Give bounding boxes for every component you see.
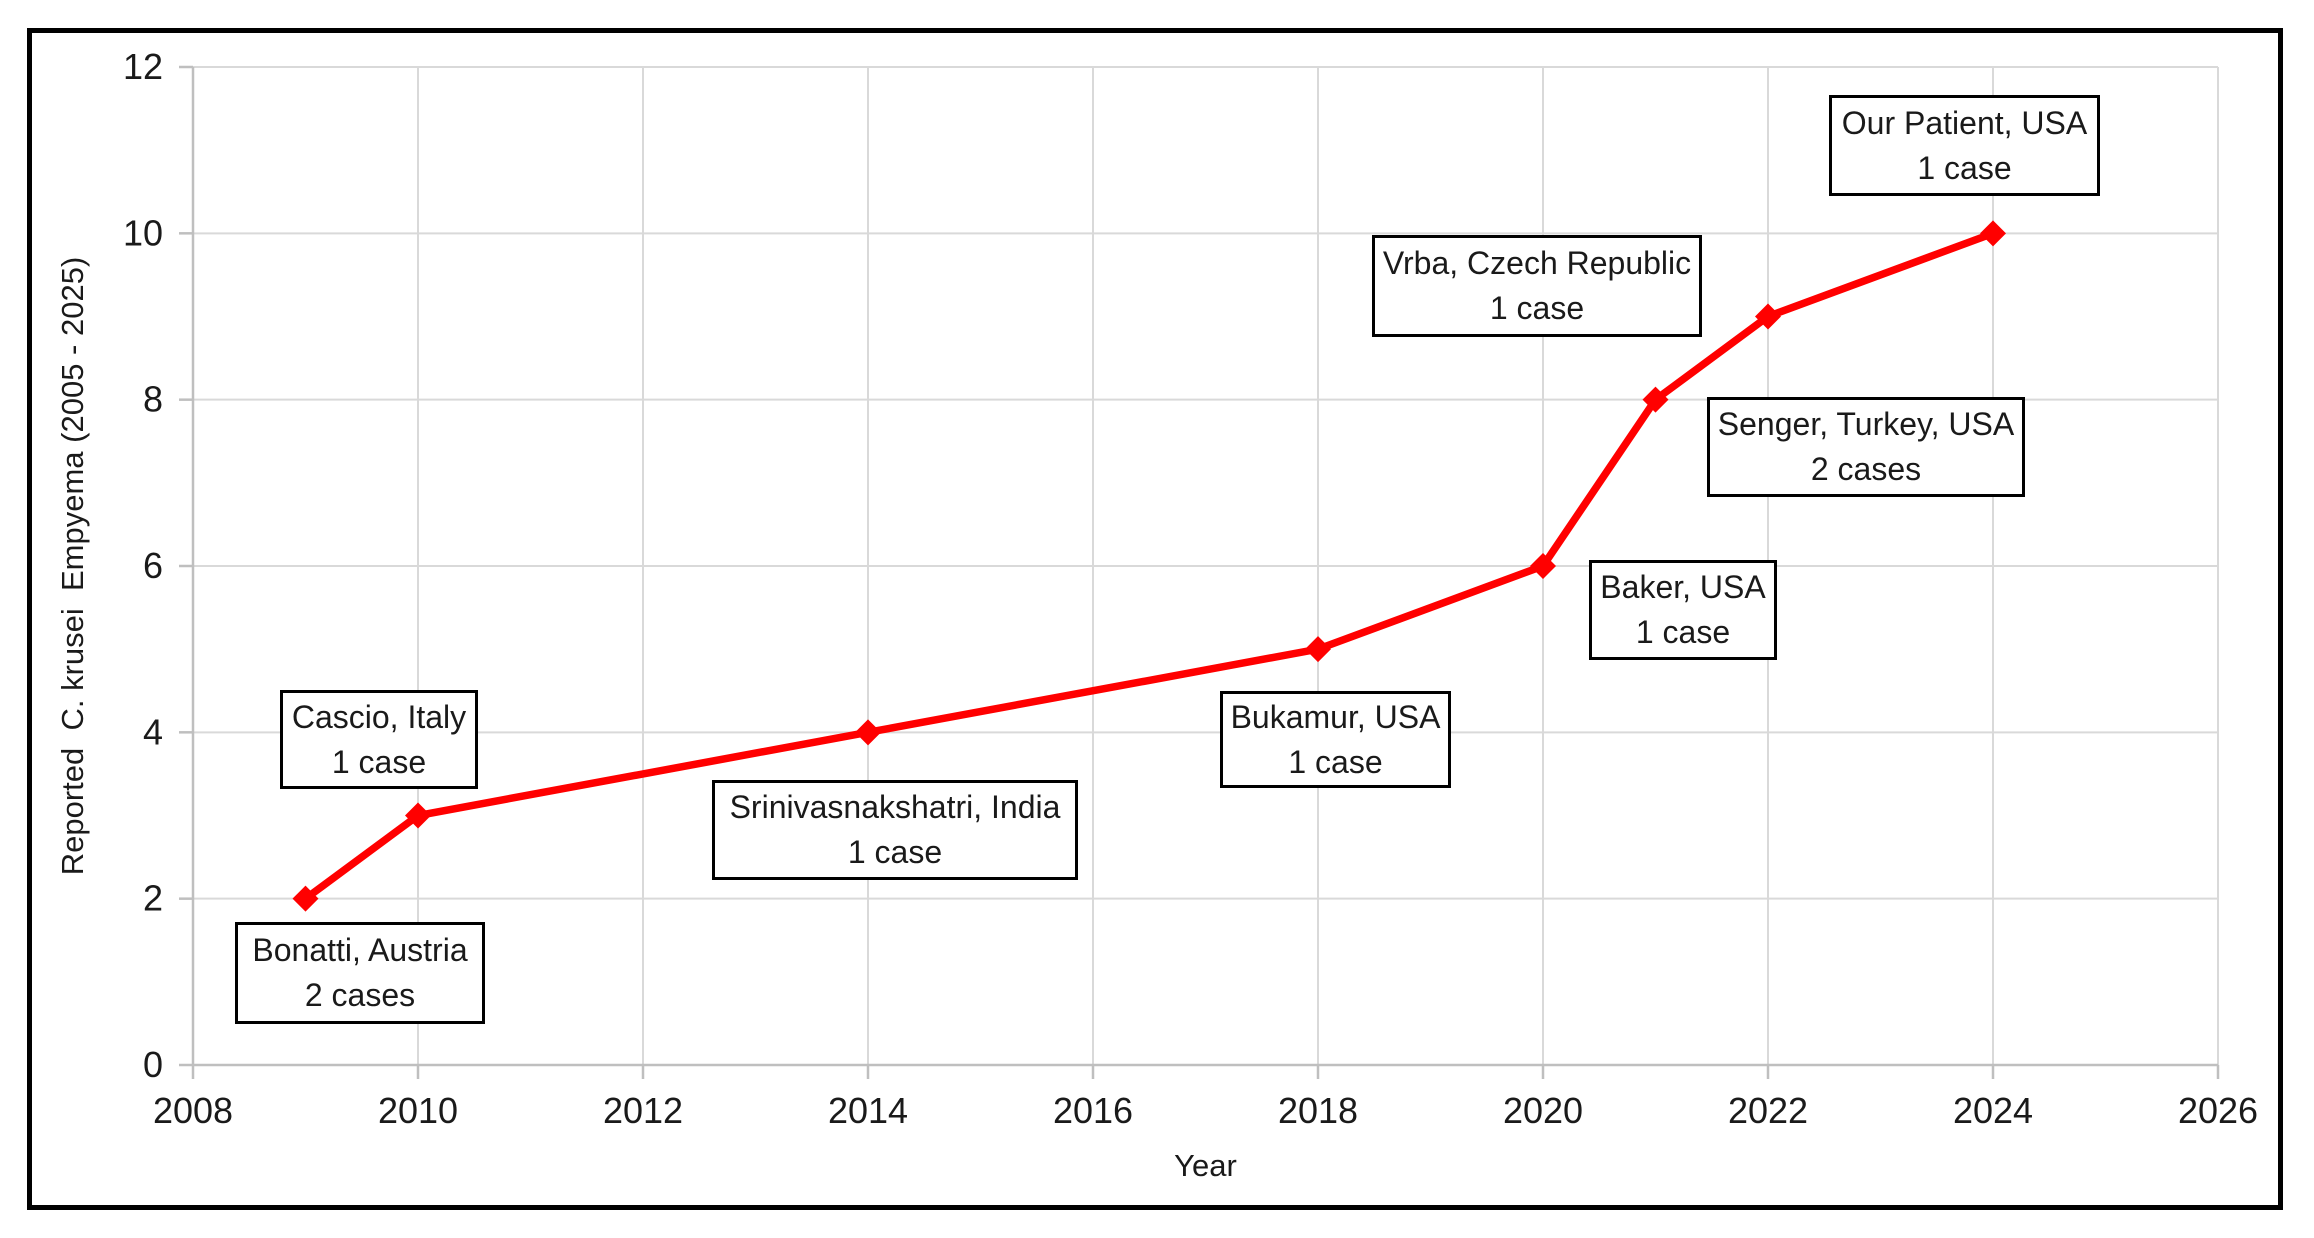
data-series-line <box>303 229 1995 902</box>
data-point-marker <box>405 802 431 829</box>
annotation-case-count: 1 case <box>1288 743 1383 780</box>
annotation-source-label: Our Patient, USA <box>1841 104 2088 141</box>
x-axis-tick-label: 2016 <box>1053 1090 1133 1131</box>
x-axis-title: Year <box>1174 1148 1237 1183</box>
x-axis-tick-label: 2024 <box>1953 1090 2033 1131</box>
data-point-marker <box>1642 386 1669 413</box>
data-point-marker <box>855 719 881 746</box>
x-axis-tick-label: 2012 <box>603 1090 683 1131</box>
annotation-case-count: 1 case <box>1917 149 2012 186</box>
annotation-source-label: Senger, Turkey, USA <box>1717 406 2015 442</box>
annotation-source-label: Vrba, Czech Republic <box>1382 245 1692 281</box>
annotation-box-bonatti: Bonatti, Austria 2 cases <box>235 922 485 1024</box>
annotation-box-senger: Senger, Turkey, USA 2 cases <box>1707 397 2025 497</box>
x-axis-tick-label: 2008 <box>153 1090 233 1131</box>
data-point-marker <box>1305 636 1331 663</box>
annotation-box-bukamur: Bukamur, USA 1 case <box>1220 691 1451 788</box>
annotation-box-our-patient: Our Patient, USA 1 case <box>1829 95 2100 196</box>
annotation-box-baker: Baker, USA 1 case <box>1589 560 1777 660</box>
annotation-source-label: Srinivasnakshatri, India <box>729 789 1061 825</box>
data-point-marker <box>1980 220 2006 247</box>
data-point-marker <box>1530 553 1556 579</box>
annotation-source-label: Cascio, Italy <box>291 698 467 735</box>
annotation-case-count: 2 cases <box>304 977 416 1013</box>
y-axis-tick-label: 2 <box>143 878 163 919</box>
annotation-source-label: Bukamur, USA <box>1230 698 1441 735</box>
y-axis-tick-label: 10 <box>123 212 163 253</box>
y-axis-tick-label: 12 <box>123 46 163 87</box>
annotation-source-label: Baker, USA <box>1600 569 1766 605</box>
x-axis-tick-label: 2018 <box>1278 1090 1358 1131</box>
annotation-case-count: 1 case <box>847 834 943 870</box>
x-axis-tick-label: 2010 <box>378 1090 458 1131</box>
x-axis-tick-label: 2022 <box>1728 1090 1808 1131</box>
y-axis-tick-label: 8 <box>143 379 163 420</box>
x-axis-tick-label: 2014 <box>828 1090 908 1131</box>
annotation-source-label: Bonatti, Austria <box>252 932 468 968</box>
y-axis-tick-label: 4 <box>143 711 163 752</box>
annotation-box-vrba: Vrba, Czech Republic 1 case <box>1372 235 1702 337</box>
annotation-case-count: 1 case <box>331 743 427 780</box>
data-point-marker <box>292 885 319 912</box>
x-axis-tick-label: 2026 <box>2178 1090 2258 1131</box>
data-point-marker <box>1755 303 1781 330</box>
annotation-box-srinivasnakshatri: Srinivasnakshatri, India 1 case <box>712 780 1078 880</box>
y-axis-tick-label: 6 <box>143 545 163 586</box>
annotation-case-count: 1 case <box>1635 614 1731 650</box>
y-axis-tick-label: 0 <box>143 1044 163 1085</box>
annotation-case-count: 1 case <box>1489 290 1585 326</box>
annotation-case-count: 2 cases <box>1810 451 1922 487</box>
annotation-box-cascio: Cascio, Italy 1 case <box>280 690 478 789</box>
y-axis-title: Reported C. krusei Empyema (2005 - 2025) <box>55 256 90 876</box>
x-axis-tick-label: 2020 <box>1503 1090 1583 1131</box>
